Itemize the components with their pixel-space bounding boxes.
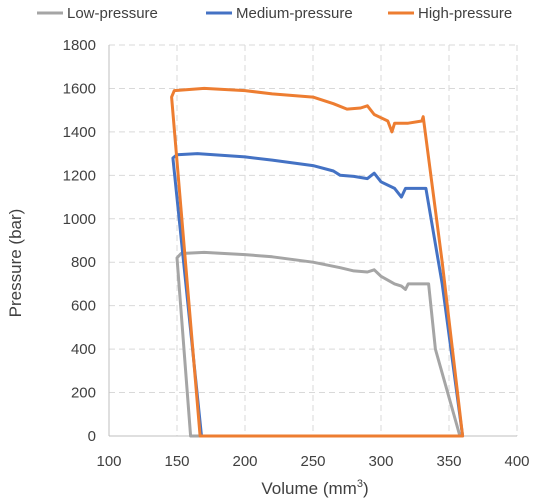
y-tick-label: 0 xyxy=(88,428,96,445)
y-tick-label: 600 xyxy=(71,298,96,315)
y-tick-label: 1200 xyxy=(63,167,96,184)
legend-label: High-pressure xyxy=(418,5,512,22)
x-tick-label: 150 xyxy=(164,453,189,470)
x-tick-label: 200 xyxy=(232,453,257,470)
series-line-low-pressure xyxy=(175,250,462,438)
y-tick-label: 1800 xyxy=(63,37,96,54)
y-tick-label: 200 xyxy=(71,385,96,402)
legend-label: Low-pressure xyxy=(67,5,158,22)
y-tick-label: 800 xyxy=(71,254,96,271)
y-tick-label: 1000 xyxy=(63,211,96,228)
legend-label: Medium-pressure xyxy=(236,5,353,22)
x-tick-label: 250 xyxy=(300,453,325,470)
series-line-high-pressure xyxy=(170,86,465,438)
x-tick-label: 100 xyxy=(96,453,121,470)
y-tick-label: 1600 xyxy=(63,80,96,97)
y-tick-label: 400 xyxy=(71,341,96,358)
axes: 0 200 400 600 800 1000 1200 1400 1600 1800 100 150 2… xyxy=(63,37,530,470)
legend: Low-pressure Medium-pressure High-pressure xyxy=(37,5,512,22)
x-axis-title-superscript: 3 xyxy=(357,478,363,490)
x-tick-label: 350 xyxy=(436,453,461,470)
x-tick-label: 400 xyxy=(504,453,529,470)
x-tick-label: 300 xyxy=(368,453,393,470)
x-axis-title-main: Volume (mm xyxy=(261,479,356,498)
y-tick-label: 1400 xyxy=(63,124,96,141)
x-axis-title-tail: ) xyxy=(363,479,369,498)
x-axis-title: Volume (mm3) xyxy=(261,478,368,498)
series-group xyxy=(170,86,465,438)
y-axis-title: Pressure (bar) xyxy=(6,209,25,318)
series-line-medium-pressure xyxy=(171,152,465,438)
